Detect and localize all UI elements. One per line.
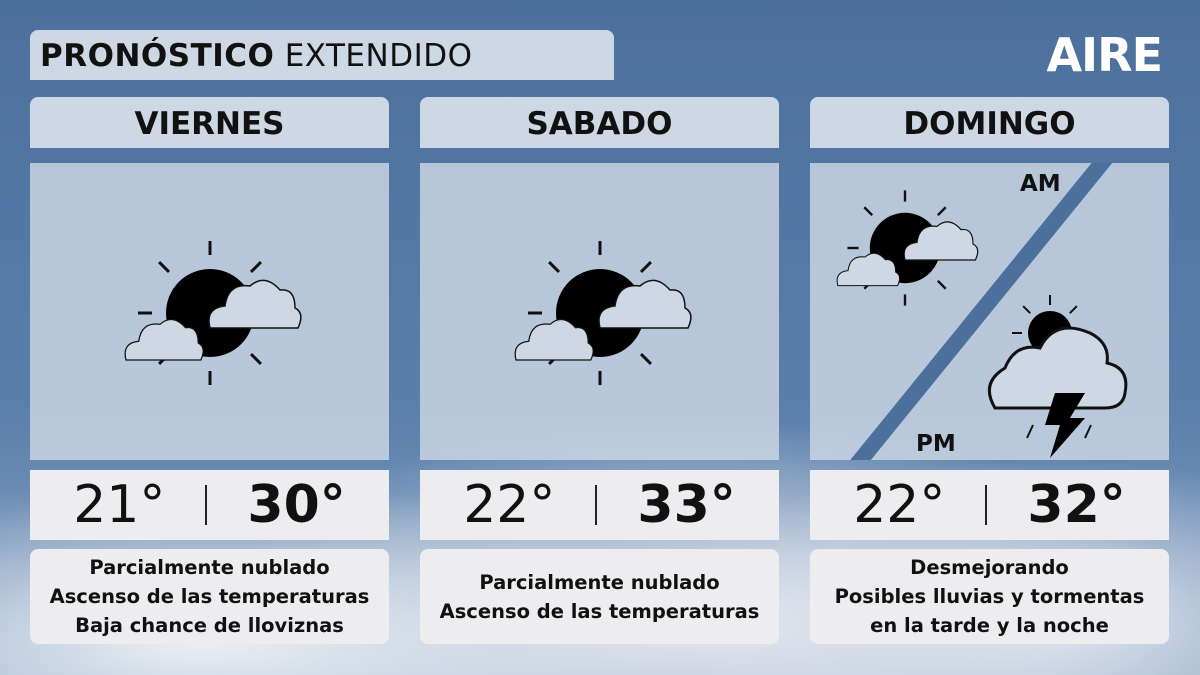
description-line: en la tarde y la noche	[870, 614, 1109, 637]
temp-min: 22°	[463, 475, 556, 535]
temp-min: 22°	[853, 475, 946, 535]
description: Parcialmente nublado Ascenso de las tempe…	[30, 549, 389, 644]
description-line: Desmejorando	[910, 556, 1069, 579]
day-card: SABADO 22° 33° Parcialmente nublado Ascens…	[420, 97, 779, 644]
partly-cloudy-icon	[836, 190, 979, 306]
day-name: SABADO	[420, 97, 779, 148]
weather-image	[30, 163, 389, 460]
weather-image	[420, 163, 779, 460]
day-name: DOMINGO	[810, 97, 1169, 148]
weather-image: AM PM	[810, 163, 1169, 460]
divider	[205, 485, 208, 525]
am-pm-icons	[836, 163, 1128, 460]
temp-min: 21°	[73, 475, 166, 535]
description-line: Ascenso de las temperaturas	[49, 585, 370, 608]
description: Desmejorando Posibles lluvias y tormentas…	[810, 549, 1169, 644]
temperatures: 21° 30°	[30, 470, 389, 540]
temperatures: 22° 32°	[810, 470, 1169, 540]
temp-max: 30°	[247, 475, 346, 535]
thunderstorm-icon	[987, 295, 1128, 458]
temperatures: 22° 33°	[420, 470, 779, 540]
description-line: Baja chance de lloviznas	[75, 614, 344, 637]
partly-cloudy-icon	[124, 241, 302, 385]
description: Parcialmente nublado Ascenso de las tempe…	[420, 549, 779, 644]
description-line: Ascenso de las temperaturas	[439, 599, 760, 623]
divider	[985, 485, 988, 525]
day-card: VIERNES 21° 30° Parcialmente nublado Ascen…	[30, 97, 389, 644]
description-line: Parcialmente nublado	[479, 570, 720, 594]
temp-max: 33°	[637, 475, 736, 535]
page-title: PRONÓSTICO EXTENDIDO	[30, 30, 614, 80]
title-bold: PRONÓSTICO	[40, 38, 275, 74]
am-label: AM	[1020, 171, 1061, 197]
divider	[595, 485, 598, 525]
description-line: Posibles lluvias y tormentas	[834, 585, 1145, 608]
day-name: VIERNES	[30, 97, 389, 148]
title-regular: EXTENDIDO	[284, 38, 473, 74]
day-card: DOMINGO AM PM 22° 32° Desmejorando Posible…	[810, 97, 1169, 644]
aire-logo: AIRE	[1046, 28, 1163, 82]
partly-cloudy-icon	[514, 241, 692, 385]
description-line: Parcialmente nublado	[89, 556, 330, 579]
pm-label: PM	[916, 431, 956, 457]
temp-max: 32°	[1027, 475, 1126, 535]
